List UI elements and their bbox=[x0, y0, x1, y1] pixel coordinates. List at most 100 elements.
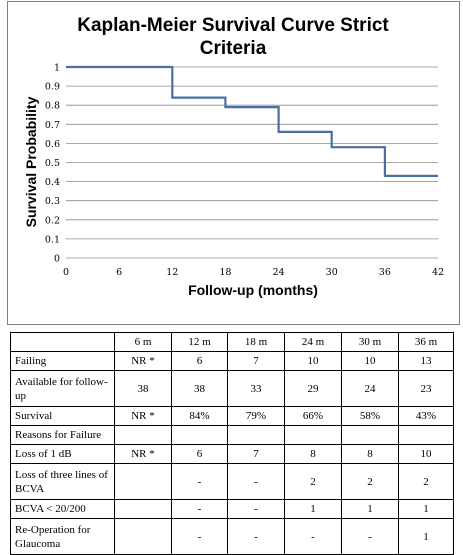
table-row: Loss of 1 dB NR * 6 7 8 8 10 bbox=[10, 444, 454, 464]
table-cell: 8 bbox=[284, 444, 342, 464]
table-cell: 2 bbox=[341, 463, 399, 500]
table-cell: 43% bbox=[398, 406, 454, 426]
table-header-cell: 6 m bbox=[114, 332, 172, 352]
chart-frame: Kaplan-Meier Survival Curve Strict Crite… bbox=[7, 1, 460, 325]
row-label: Loss of 1 dB bbox=[10, 444, 115, 464]
table-cell: 10 bbox=[284, 351, 342, 371]
x-tick-label: 6 bbox=[116, 267, 122, 278]
y-tick-label: 0.1 bbox=[45, 234, 60, 245]
table-cell: NR * bbox=[114, 351, 172, 371]
table-cell: - bbox=[171, 463, 228, 500]
x-tick-label: 0 bbox=[63, 267, 69, 278]
table-cell: 79% bbox=[227, 406, 285, 426]
table-cell: 58% bbox=[341, 406, 399, 426]
table-cell bbox=[114, 518, 172, 555]
table-cell: - bbox=[171, 518, 228, 555]
table-header-cell: 18 m bbox=[227, 332, 285, 352]
table-cell: 2 bbox=[284, 463, 342, 500]
table-cell bbox=[284, 425, 342, 445]
survival-step-line bbox=[66, 65, 438, 177]
y-tick-label: 0.4 bbox=[45, 177, 60, 188]
table-cell: - bbox=[227, 499, 285, 519]
row-label: Survival bbox=[10, 406, 115, 426]
y-tick-label: 0.6 bbox=[45, 139, 60, 150]
row-label: Re-Operation for Glaucoma bbox=[10, 518, 115, 555]
y-tick-label: 0.7 bbox=[45, 120, 60, 131]
table-cell: 7 bbox=[227, 351, 285, 371]
table-row: Available for follow-up 38 38 33 29 24 23 bbox=[10, 370, 454, 407]
x-tick-label: 30 bbox=[326, 267, 338, 278]
table-cell: 38 bbox=[171, 370, 228, 407]
chart-title-line-1: Kaplan-Meier Survival Curve Strict bbox=[77, 15, 389, 36]
table-cell: 23 bbox=[398, 370, 454, 407]
gridlines bbox=[66, 66, 438, 259]
table-cell bbox=[398, 425, 454, 445]
km-chart: Kaplan-Meier Survival Curve Strict Crite… bbox=[23, 15, 444, 298]
results-table: 6 m 12 m 18 m 24 m 30 m 36 m Failing NR * 6 7 10 10… bbox=[10, 332, 454, 555]
y-tick-label: 0.9 bbox=[45, 82, 60, 93]
table-header-cell: 36 m bbox=[398, 332, 454, 352]
table-cell: 66% bbox=[284, 406, 342, 426]
y-tick-label: 1 bbox=[54, 63, 60, 74]
table-cell bbox=[341, 425, 399, 445]
x-axis-title: Follow-up (months) bbox=[188, 282, 318, 298]
table-row: Loss of three lines of BCVA - -2 2 2 bbox=[10, 463, 454, 500]
table-cell: 10 bbox=[341, 351, 399, 371]
table-cell: - bbox=[227, 463, 285, 500]
y-tick-label: 0.3 bbox=[45, 196, 60, 207]
x-tick-label: 24 bbox=[273, 267, 285, 278]
table-row: BCVA < 20/200- -1 1 1 bbox=[10, 499, 454, 519]
table-cell: 6 bbox=[171, 351, 228, 371]
row-label: Loss of three lines of BCVA bbox=[10, 463, 115, 500]
chart-title-line-2: Criteria bbox=[200, 38, 267, 59]
row-label: Available for follow-up bbox=[10, 370, 115, 407]
table-cell: 1 bbox=[341, 499, 399, 519]
y-axis-title: Survival Probability bbox=[23, 96, 39, 227]
table-cell: 10 bbox=[398, 444, 454, 464]
table-cell: 29 bbox=[284, 370, 342, 407]
table-cell: NR * bbox=[114, 444, 172, 464]
y-tick-label: 0.8 bbox=[45, 101, 60, 112]
table-cell: 6 bbox=[171, 444, 228, 464]
y-tick-label: 0 bbox=[54, 254, 60, 265]
table-cell: 8 bbox=[341, 444, 399, 464]
table-cell: 33 bbox=[227, 370, 285, 407]
table-cell: NR * bbox=[114, 406, 172, 426]
table-cell: - bbox=[284, 518, 342, 555]
table-cell bbox=[114, 463, 172, 500]
table-cell: - bbox=[171, 499, 228, 519]
table-cell: 1 bbox=[284, 499, 342, 519]
table-row: Failing NR * 6 7 10 10 13 bbox=[10, 351, 454, 371]
x-tick-label: 18 bbox=[219, 267, 231, 278]
row-label: BCVA < 20/200 bbox=[10, 499, 115, 519]
table-header-cell: 24 m bbox=[284, 332, 342, 352]
table-cell: 2 bbox=[398, 463, 454, 500]
x-tick-label: 36 bbox=[379, 267, 391, 278]
table-row: Reasons for Failure bbox=[10, 425, 454, 445]
table-row: Survival NR * 84% 79% 66% 58% 43% bbox=[10, 406, 454, 426]
x-tick-labels: 0 6 12 18 24 30 36 42 bbox=[63, 267, 444, 278]
table-cell bbox=[114, 499, 172, 519]
table-cell bbox=[114, 425, 172, 445]
table-cell: 24 bbox=[341, 370, 399, 407]
table-cell: 38 bbox=[114, 370, 172, 407]
x-tick-label: 42 bbox=[432, 267, 444, 278]
table-cell: - bbox=[227, 518, 285, 555]
table-header-cell: 30 m bbox=[341, 332, 399, 352]
y-tick-labels: 0 0.1 0.2 0.3 0.4 0.5 0.6 0.7 0.8 0.9 1 bbox=[45, 63, 60, 265]
table-cell: 1 bbox=[398, 499, 454, 519]
table-cell: 84% bbox=[171, 406, 228, 426]
x-tick-label: 12 bbox=[166, 267, 178, 278]
table-cell: 13 bbox=[398, 351, 454, 371]
table-cell: 1 bbox=[398, 518, 454, 555]
table-cell: 7 bbox=[227, 444, 285, 464]
table-cell bbox=[171, 425, 228, 445]
table-header-cell bbox=[10, 332, 115, 352]
y-tick-label: 0.5 bbox=[45, 158, 60, 169]
table-row: Re-Operation for Glaucoma - - - -1 bbox=[10, 518, 454, 555]
table-header-row: 6 m 12 m 18 m 24 m 30 m 36 m bbox=[10, 332, 454, 352]
row-label: Reasons for Failure bbox=[10, 425, 115, 445]
y-tick-label: 0.2 bbox=[45, 215, 60, 226]
table-cell: - bbox=[341, 518, 399, 555]
table-cell bbox=[227, 425, 285, 445]
